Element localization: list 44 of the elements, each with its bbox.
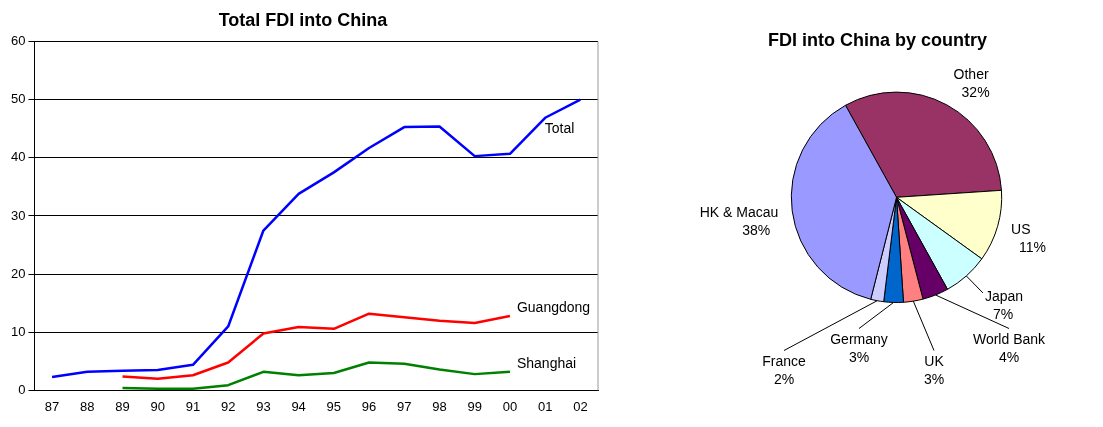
series-label: Shanghai	[516, 354, 577, 371]
x-tick-label: 95	[326, 398, 342, 414]
x-tick-label: 91	[185, 398, 201, 414]
series-label: Total	[544, 119, 575, 136]
data-label: 7%	[992, 305, 1014, 322]
data-label: 38%	[742, 221, 771, 238]
x-tick-label: 88	[80, 398, 95, 414]
slice-label: HK & Macau	[699, 203, 779, 220]
x-tick-label: 99	[467, 398, 482, 414]
y-tick-label: 50	[10, 91, 26, 107]
slice-label: US	[1011, 221, 1031, 238]
chart-title: FDI into China by country	[768, 29, 987, 50]
data-label: 32%	[961, 83, 990, 100]
y-tick-label: 20	[10, 265, 26, 281]
y-tick-label: 0	[18, 381, 26, 397]
data-label: 2%	[773, 371, 795, 388]
x-tick-label: 89	[115, 398, 130, 414]
x-tick-label: 94	[291, 398, 306, 414]
x-tick-label: 93	[256, 398, 271, 414]
x-tick-label: 90	[150, 398, 165, 414]
x-tick-label: 92	[220, 398, 236, 414]
y-tick-label: 30	[10, 207, 26, 223]
series-label: Guangdong	[516, 298, 591, 315]
slice-label: Japan	[984, 287, 1024, 304]
x-tick-label: 87	[44, 398, 60, 414]
data-label: 3%	[923, 371, 945, 388]
slice-label: Other	[953, 65, 989, 82]
y-tick-label: 10	[10, 323, 26, 339]
data-label: 3%	[848, 349, 870, 366]
data-label: 11%	[1019, 239, 1047, 256]
slice-label: World Bank	[972, 331, 1047, 348]
x-tick-label: 97	[397, 398, 412, 414]
slice-label: UK	[924, 353, 945, 370]
x-tick-label: 00	[502, 398, 518, 414]
x-tick-label: 02	[573, 398, 588, 414]
slice-label: Germany	[830, 331, 888, 348]
x-tick-label: 96	[361, 398, 377, 414]
x-tick-label: 98	[432, 398, 447, 414]
data-label: 4%	[998, 349, 1020, 366]
chart-title: Total FDI into China	[218, 9, 389, 30]
slice-label: France	[762, 353, 806, 370]
y-tick-label: 40	[10, 149, 26, 165]
y-tick-label: 60	[10, 33, 26, 49]
x-tick-label: 01	[537, 398, 553, 414]
